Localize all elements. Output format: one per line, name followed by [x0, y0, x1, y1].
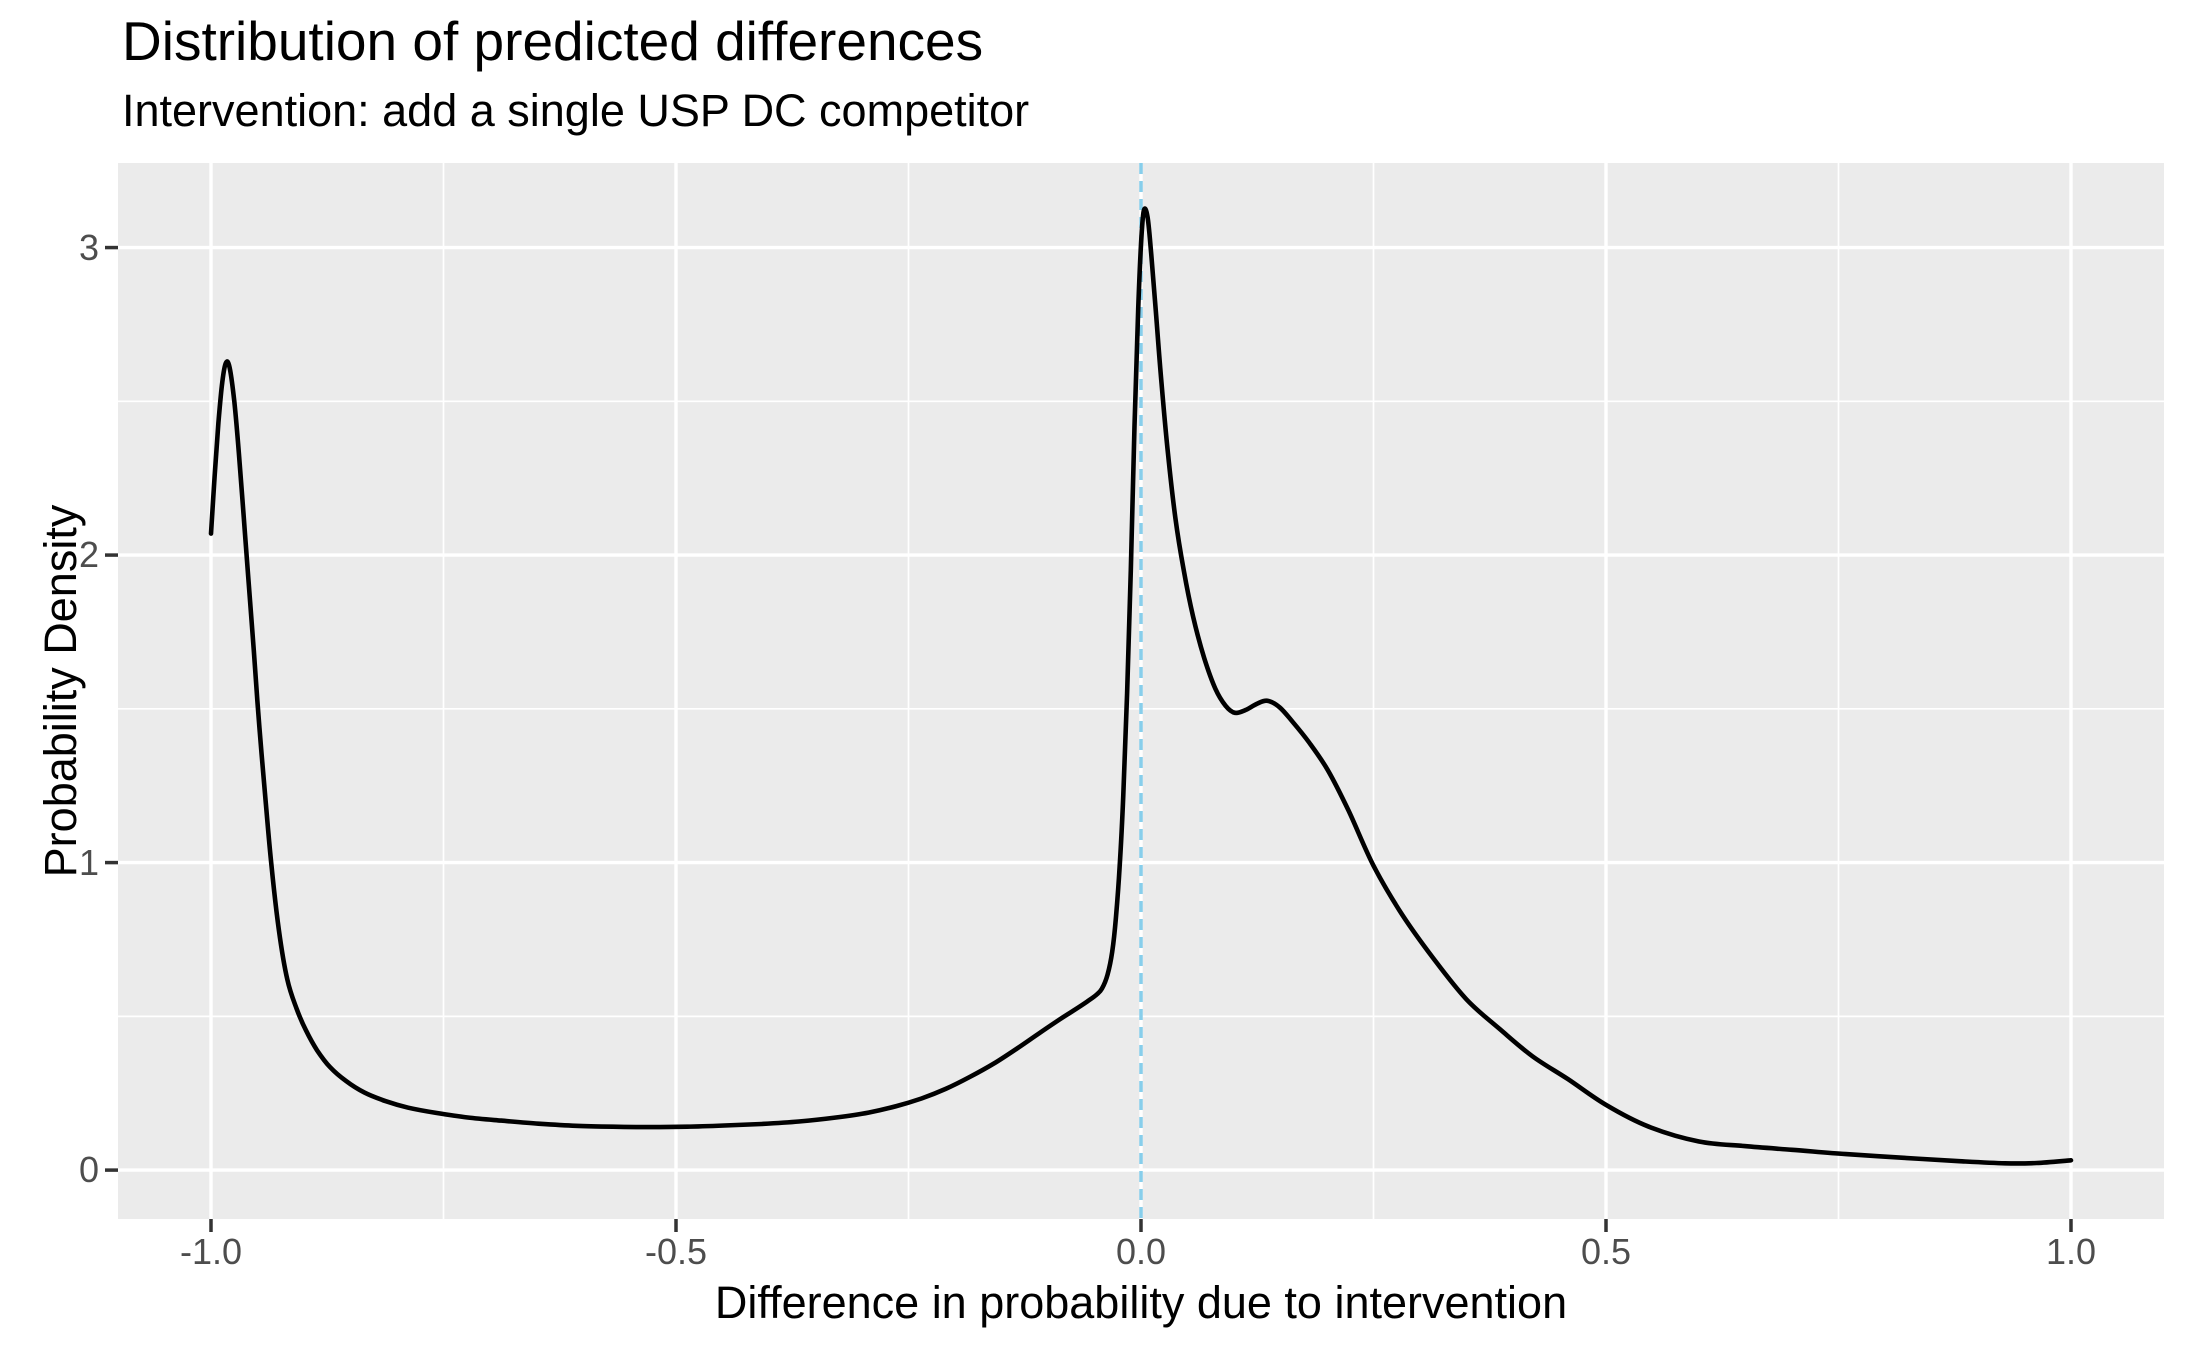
y-tick-label: 3 [78, 226, 99, 268]
y-axis-title: Probability Density [35, 504, 86, 878]
x-tick-label: 0.5 [1580, 1231, 1632, 1272]
plot-subtitle: Intervention: add a single USP DC compet… [122, 85, 1030, 136]
x-tick-label: 0.0 [1115, 1231, 1167, 1272]
y-tick-label: 0 [78, 1149, 99, 1191]
x-tick-label: -0.5 [644, 1231, 708, 1272]
plot-title: Distribution of predicted differences [122, 10, 984, 72]
y-tick-label: 2 [78, 534, 99, 576]
y-tick-label: 1 [78, 841, 99, 883]
x-tick-label: 1.0 [2045, 1231, 2097, 1272]
x-tick-label: -1.0 [179, 1231, 243, 1272]
x-axis-title: Difference in probability due to interve… [714, 1277, 1568, 1328]
plot-panel [118, 163, 2164, 1219]
